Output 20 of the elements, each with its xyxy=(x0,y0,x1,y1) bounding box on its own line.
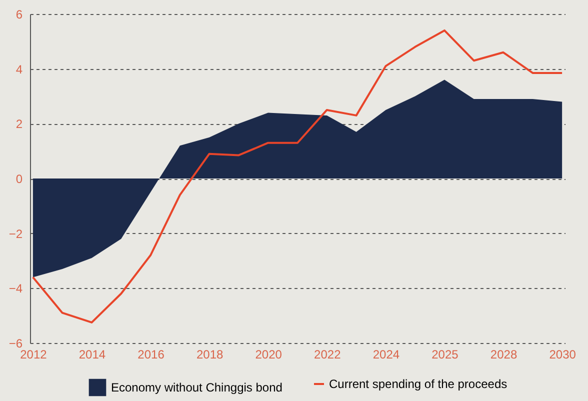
x-tick-label: 2024 xyxy=(372,348,400,362)
y-tick-label: 0 xyxy=(16,172,23,186)
y-tick-label: 2 xyxy=(16,117,23,132)
y-tick-label: −4 xyxy=(8,282,23,296)
y-tick-label: 4 xyxy=(16,62,23,76)
line-series xyxy=(32,29,564,324)
x-tick-label: 2020 xyxy=(255,348,282,362)
x-tick-label: 2014 xyxy=(78,348,106,362)
x-tick-label: 2016 xyxy=(138,348,165,362)
y-tick-label: 6 xyxy=(16,8,23,22)
x-tick-label: 2028 xyxy=(490,348,518,362)
x-tick-label: 2025 xyxy=(432,348,459,362)
x-tick-label: 2018 xyxy=(196,348,224,362)
x-tick-label: 2012 xyxy=(20,348,48,362)
legend-label: Current spending of the proceeds xyxy=(329,377,508,391)
x-tick-label: 2030 xyxy=(549,348,576,362)
y-tick-label: −2 xyxy=(8,226,23,241)
x-tick-label: 2022 xyxy=(314,348,342,362)
legend-label: Economy without Chinggis bond xyxy=(111,380,282,394)
y-tick-label: −6 xyxy=(8,336,23,350)
